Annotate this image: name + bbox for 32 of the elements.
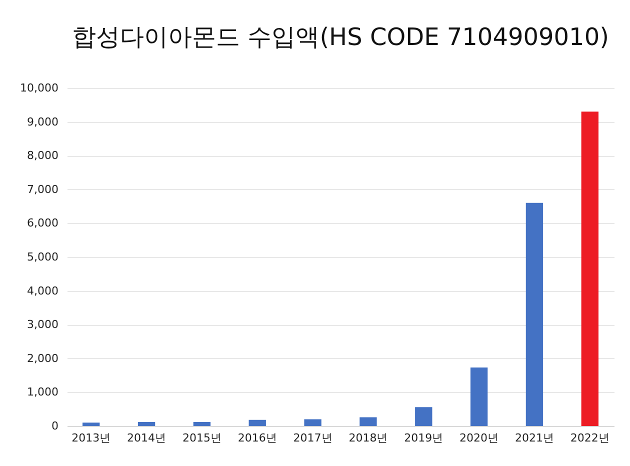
bar <box>526 202 544 426</box>
y-tick-label: 5,000 <box>27 250 58 264</box>
bar <box>82 422 100 426</box>
x-tick-label: 2018년 <box>348 432 388 444</box>
y-tick-label: 4,000 <box>27 284 58 298</box>
chart-title: 합성다이아몬드 수입액(HS CODE 7104909010) <box>72 23 609 51</box>
y-tick-label: 6,000 <box>27 216 58 230</box>
x-tick-label: 2015년 <box>182 432 222 444</box>
bar <box>304 419 322 426</box>
y-tick-label: 2,000 <box>27 352 58 365</box>
x-tick-label: 2019년 <box>404 432 444 444</box>
x-tick-label: 2017년 <box>293 432 332 444</box>
y-tick-label: 3,000 <box>27 318 58 332</box>
x-tick-label: 2020년 <box>460 432 499 444</box>
y-tick-label: 9,000 <box>27 115 58 128</box>
bar <box>248 420 266 426</box>
x-tick-label: 2021년 <box>514 432 554 444</box>
bar <box>470 368 488 426</box>
x-tick-label: 2016년 <box>238 432 277 444</box>
x-tick-label: 2022년 <box>570 432 610 444</box>
y-tick-label: 8,000 <box>27 149 58 162</box>
y-tick-label: 0 <box>52 420 58 432</box>
bar <box>581 112 598 426</box>
y-tick-label: 7,000 <box>27 182 58 196</box>
y-tick-label: 10,000 <box>20 82 58 94</box>
bar <box>415 407 432 426</box>
bar <box>193 422 211 426</box>
x-tick-label: 2014년 <box>127 432 166 444</box>
y-tick-label: 1,000 <box>27 386 58 399</box>
x-tick-label: 2013년 <box>72 432 111 444</box>
bar <box>138 422 156 426</box>
bar <box>360 417 377 426</box>
